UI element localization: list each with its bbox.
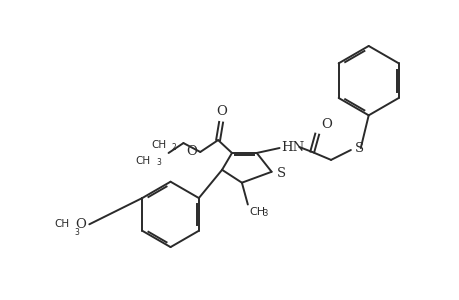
Text: CH: CH — [54, 219, 69, 229]
Text: 3: 3 — [157, 158, 161, 167]
Text: S: S — [354, 142, 363, 154]
Text: CH: CH — [249, 208, 265, 218]
Text: S: S — [276, 167, 285, 180]
Text: 2: 2 — [171, 143, 176, 152]
Text: HN: HN — [281, 140, 304, 154]
Text: O: O — [186, 146, 197, 158]
Text: 3: 3 — [262, 209, 268, 218]
Text: O: O — [320, 118, 331, 131]
Text: O: O — [75, 218, 86, 231]
Text: CH: CH — [135, 156, 151, 166]
Text: CH: CH — [151, 140, 166, 150]
Text: O: O — [216, 105, 227, 118]
Text: 3: 3 — [74, 228, 79, 237]
